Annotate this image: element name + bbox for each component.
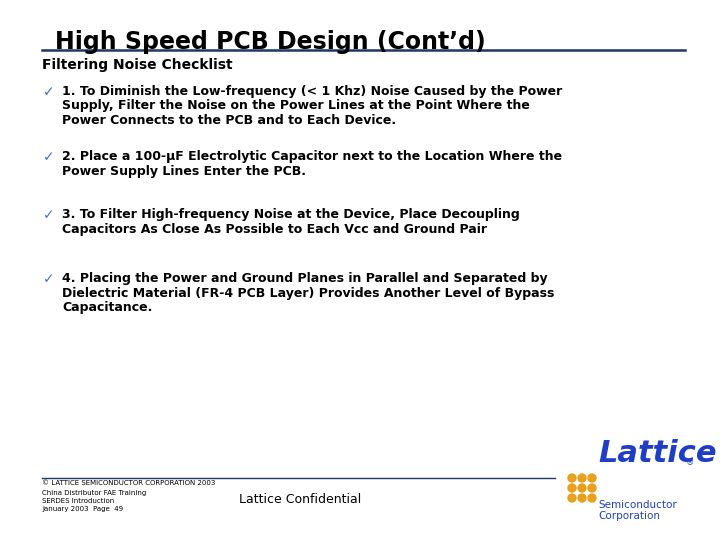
Text: Lattice: Lattice bbox=[598, 439, 716, 468]
Text: Power Connects to the PCB and to Each Device.: Power Connects to the PCB and to Each De… bbox=[62, 114, 396, 127]
Text: Lattice Confidential: Lattice Confidential bbox=[239, 493, 361, 506]
Text: 3. To Filter High-frequency Noise at the Device, Place Decoupling: 3. To Filter High-frequency Noise at the… bbox=[62, 208, 520, 221]
Text: ✓: ✓ bbox=[43, 208, 55, 222]
Text: Corporation: Corporation bbox=[598, 511, 660, 521]
Text: Semiconductor: Semiconductor bbox=[598, 500, 677, 510]
Circle shape bbox=[588, 494, 596, 502]
Text: Capacitors As Close As Possible to Each Vcc and Ground Pair: Capacitors As Close As Possible to Each … bbox=[62, 222, 487, 235]
Circle shape bbox=[568, 494, 576, 502]
Text: ✓: ✓ bbox=[43, 150, 55, 164]
Text: © LATTICE SEMICONDUCTOR CORPORATION 2003: © LATTICE SEMICONDUCTOR CORPORATION 2003 bbox=[42, 480, 215, 486]
Text: ®: ® bbox=[686, 458, 694, 467]
Text: 4. Placing the Power and Ground Planes in Parallel and Separated by: 4. Placing the Power and Ground Planes i… bbox=[62, 272, 548, 285]
Circle shape bbox=[588, 474, 596, 482]
Text: Dielectric Material (FR-4 PCB Layer) Provides Another Level of Bypass: Dielectric Material (FR-4 PCB Layer) Pro… bbox=[62, 287, 554, 300]
Text: ✓: ✓ bbox=[43, 272, 55, 286]
Circle shape bbox=[568, 484, 576, 492]
Text: Supply, Filter the Noise on the Power Lines at the Point Where the: Supply, Filter the Noise on the Power Li… bbox=[62, 99, 530, 112]
Text: SERDES Introduction: SERDES Introduction bbox=[42, 498, 114, 504]
Circle shape bbox=[588, 484, 596, 492]
Text: High Speed PCB Design (Cont’d): High Speed PCB Design (Cont’d) bbox=[55, 30, 486, 54]
Text: Capacitance.: Capacitance. bbox=[62, 301, 153, 314]
Circle shape bbox=[578, 474, 586, 482]
Text: ✓: ✓ bbox=[43, 85, 55, 99]
Circle shape bbox=[578, 484, 586, 492]
Text: January 2003  Page  49: January 2003 Page 49 bbox=[42, 506, 123, 512]
Text: 1. To Diminish the Low-frequency (< 1 Khz) Noise Caused by the Power: 1. To Diminish the Low-frequency (< 1 Kh… bbox=[62, 85, 562, 98]
Circle shape bbox=[578, 494, 586, 502]
Circle shape bbox=[568, 474, 576, 482]
Text: Power Supply Lines Enter the PCB.: Power Supply Lines Enter the PCB. bbox=[62, 165, 306, 178]
Text: 2. Place a 100-μF Electrolytic Capacitor next to the Location Where the: 2. Place a 100-μF Electrolytic Capacitor… bbox=[62, 150, 562, 163]
Text: China Distributor FAE Training: China Distributor FAE Training bbox=[42, 490, 146, 496]
Text: Filtering Noise Checklist: Filtering Noise Checklist bbox=[42, 58, 233, 72]
